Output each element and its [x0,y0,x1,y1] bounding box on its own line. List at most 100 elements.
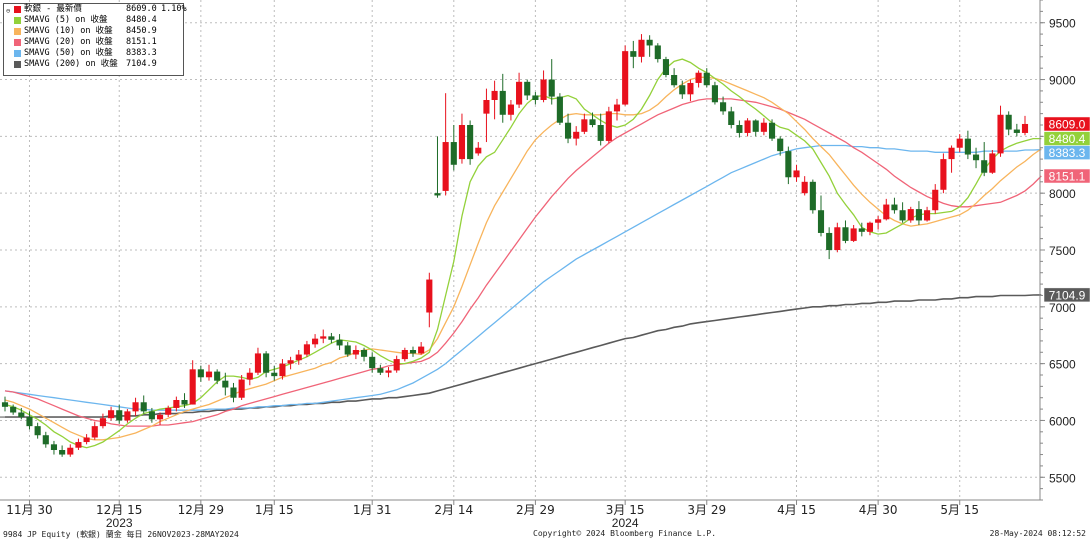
candle [116,404,123,424]
last-value-tag-box [1043,116,1090,132]
sma-20-line [4,98,1042,427]
candle [728,106,735,129]
candle [328,332,335,344]
candle-body [132,402,139,412]
candle [75,438,82,450]
candle-body [458,125,466,160]
legend-row-sma200: SMAVG (200) on 收盤 7104.9 [4,59,183,70]
candle-body [59,450,66,455]
x-tick-label: 2月 14 [434,503,473,517]
candle-body [687,82,694,95]
candle [1005,111,1012,136]
candle-body [646,39,653,46]
legend-value: 8383.3 [126,48,157,58]
candle [548,59,555,105]
x-tick-label: 1月 15 [255,503,294,517]
candle [83,434,90,445]
candle-body [409,350,417,354]
y-axis: 550060006500700075008000850090009500 [1039,0,1076,501]
candle [891,197,898,214]
legend-row-sma10: SMAVG (10) on 收盤 8450.9 [4,26,183,37]
candle-body [108,410,115,419]
candle [320,329,327,344]
candle [42,431,49,448]
legend-label: SMAVG (50) on 收盤 [24,48,113,58]
candle-body [26,417,33,427]
legend-value: 8450.9 [126,26,157,36]
candle-body [50,444,58,450]
candle [385,367,392,378]
candle-body [336,339,343,346]
candle-body [303,344,310,355]
candle [34,422,41,439]
candle-body [507,104,514,115]
candle-body [622,51,629,105]
legend-swatch-sma20 [14,39,21,46]
candle-body [287,360,294,364]
candle [875,215,882,230]
candle-body [173,400,180,408]
candle [377,364,384,375]
candle [1,396,9,412]
candle [214,369,221,385]
candle-body [1013,129,1020,133]
candle [924,206,931,222]
candle-body [91,426,98,438]
candle-body [866,222,874,232]
y-tick-label: 5500 [1049,471,1076,485]
legend-row-sma50: SMAVG (50) on 收盤 8383.3 [4,48,183,59]
candle-body [450,142,457,165]
candle-body [344,345,351,355]
candle-body [181,400,188,405]
candle [230,382,237,403]
candle [817,195,825,237]
candle-body [467,125,474,160]
grid-lines [0,0,1040,500]
candle [858,222,865,237]
candle-body [940,159,947,190]
candle [883,198,890,221]
candle [703,68,710,88]
y-tick-label: 6000 [1049,414,1076,428]
candle [589,112,596,128]
candle-body [238,379,245,398]
candle [344,342,351,357]
candle [654,43,661,63]
candle-body [679,85,686,95]
candle [736,120,743,138]
candle-body [744,120,751,133]
x-tick-label: 3月 15 [606,503,645,517]
candle [165,405,172,418]
candle-body [654,45,661,60]
candle [108,406,115,421]
x-tick-label: 4月 15 [777,503,816,517]
y-tick-label: 8000 [1049,187,1076,201]
candle [67,444,74,457]
candle-body [189,369,196,405]
candle [499,73,506,123]
candle [956,134,963,153]
candle [597,113,604,146]
candle [622,45,629,106]
candle [630,40,637,69]
candle [826,227,833,260]
candle-body [981,160,988,173]
legend-collapse-icon[interactable]: ⊖ [6,7,11,15]
candle-body [932,189,939,211]
last-value-tag-label: 8609.0 [1049,117,1086,131]
legend-value: 8480.4 [126,15,157,25]
candle-body [418,346,425,354]
x-tick-label: 5月 15 [940,503,979,517]
candle-body [711,85,718,103]
candle [687,79,694,102]
candle [932,184,939,214]
candle-body [116,410,123,421]
candle-body [230,387,237,398]
candle-body [369,356,376,369]
candle-body [858,228,865,232]
last-value-tag: 7104.9 [1043,287,1090,302]
candle [581,113,588,135]
x-tick-label: 3月 29 [687,503,726,517]
candle [752,119,759,137]
y-tick-label: 6500 [1049,358,1076,372]
